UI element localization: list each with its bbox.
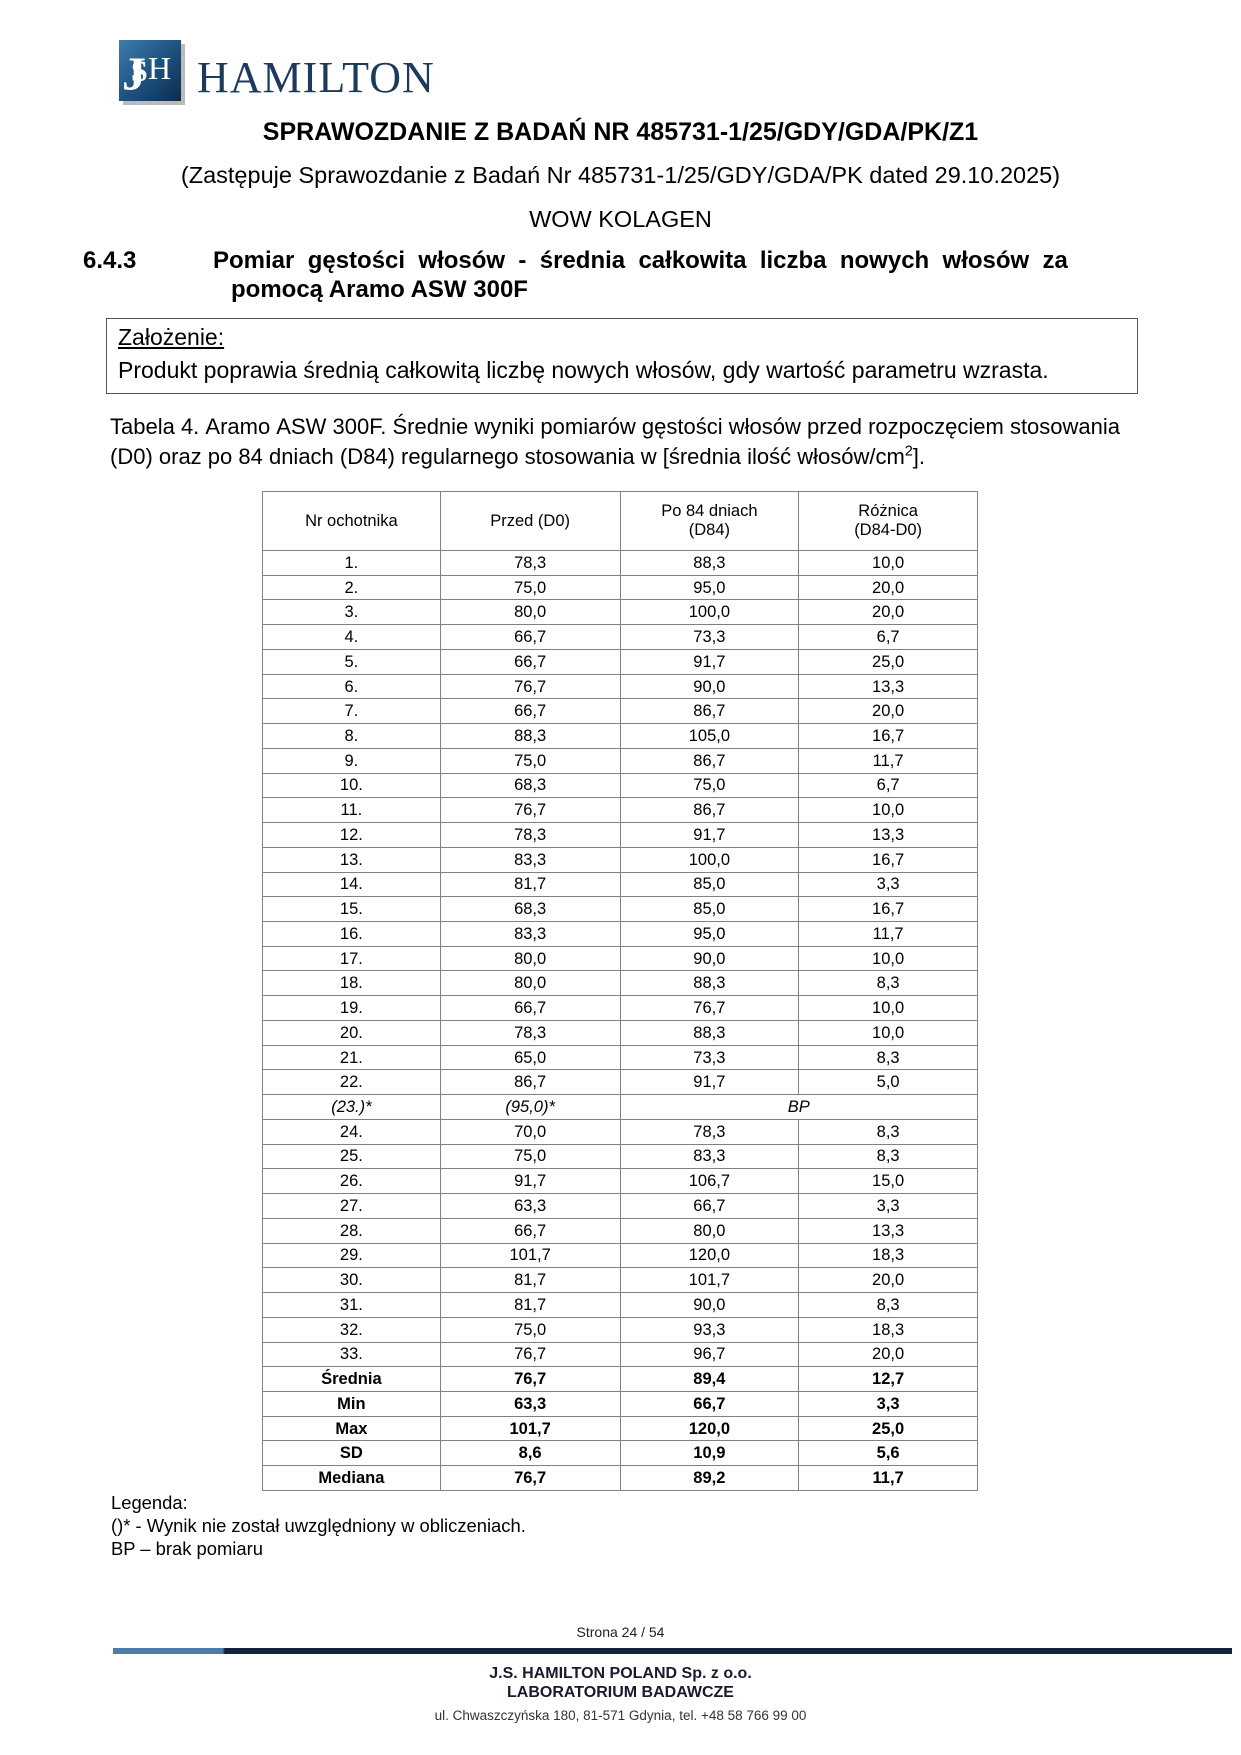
svg-text:H: H [148,50,171,86]
svg-text:S: S [131,55,148,88]
